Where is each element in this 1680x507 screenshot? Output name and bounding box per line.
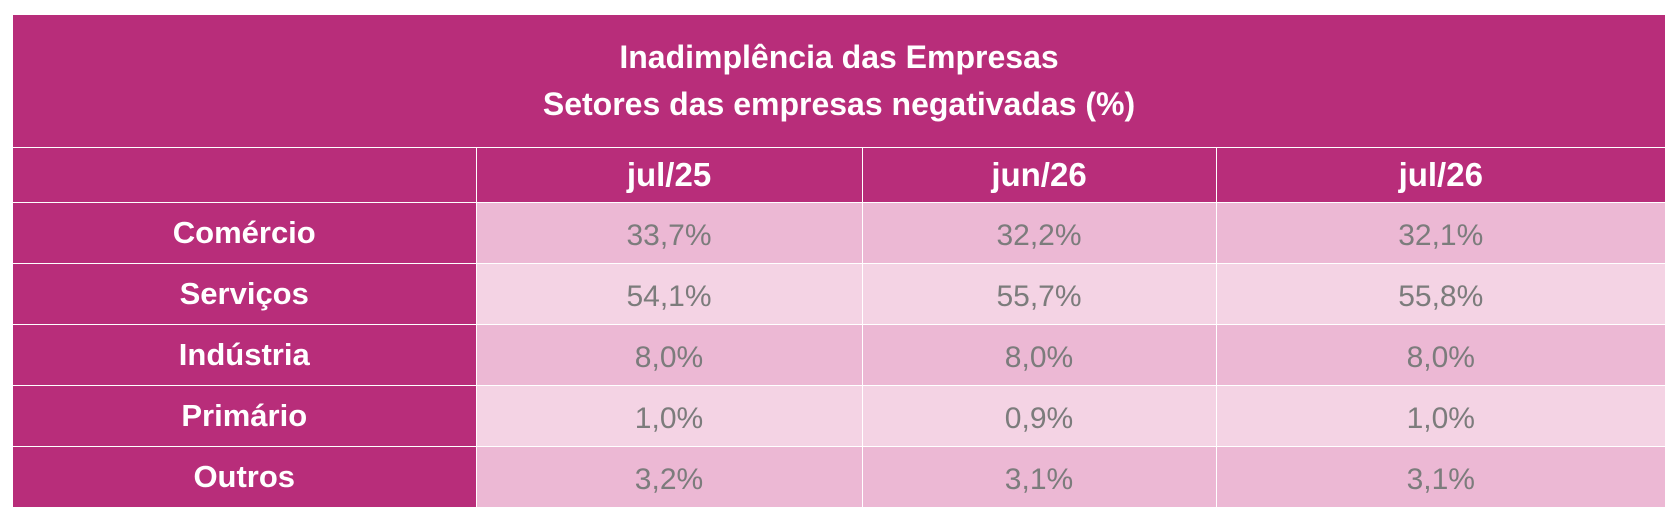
table-subtitle: Setores das empresas negativadas (%) — [13, 81, 1665, 128]
table-cell: 8,0% — [476, 325, 862, 386]
table-cell: 3,1% — [1216, 447, 1665, 507]
table-row: Comércio 33,7% 32,2% 32,1% — [13, 203, 1665, 264]
table-cell: 32,1% — [1216, 203, 1665, 264]
table-cell: 3,1% — [862, 447, 1216, 507]
column-header: jun/26 — [862, 148, 1216, 203]
title-row: Inadimplência das Empresas Setores das e… — [13, 15, 1665, 148]
sector-table-container: Inadimplência das Empresas Setores das e… — [13, 15, 1665, 507]
table-cell: 54,1% — [476, 264, 862, 325]
column-header: jul/25 — [476, 148, 862, 203]
table-row: Primário 1,0% 0,9% 1,0% — [13, 386, 1665, 447]
column-header: jul/26 — [1216, 148, 1665, 203]
row-label: Serviços — [13, 264, 476, 325]
table-row: Outros 3,2% 3,1% 3,1% — [13, 447, 1665, 507]
table-title: Inadimplência das Empresas — [13, 34, 1665, 81]
table-row: Indústria 8,0% 8,0% 8,0% — [13, 325, 1665, 386]
sector-table: Inadimplência das Empresas Setores das e… — [13, 15, 1665, 507]
table-cell: 1,0% — [476, 386, 862, 447]
row-label: Primário — [13, 386, 476, 447]
column-header-row: jul/25 jun/26 jul/26 — [13, 148, 1665, 203]
table-cell: 1,0% — [1216, 386, 1665, 447]
table-cell: 0,9% — [862, 386, 1216, 447]
row-label: Indústria — [13, 325, 476, 386]
table-cell: 55,8% — [1216, 264, 1665, 325]
table-title-block: Inadimplência das Empresas Setores das e… — [13, 15, 1665, 148]
corner-header-cell — [13, 148, 476, 203]
table-cell: 33,7% — [476, 203, 862, 264]
table-row: Serviços 54,1% 55,7% 55,8% — [13, 264, 1665, 325]
table-cell: 3,2% — [476, 447, 862, 507]
table-cell: 32,2% — [862, 203, 1216, 264]
row-label: Comércio — [13, 203, 476, 264]
row-label: Outros — [13, 447, 476, 507]
table-cell: 55,7% — [862, 264, 1216, 325]
table-cell: 8,0% — [1216, 325, 1665, 386]
table-cell: 8,0% — [862, 325, 1216, 386]
